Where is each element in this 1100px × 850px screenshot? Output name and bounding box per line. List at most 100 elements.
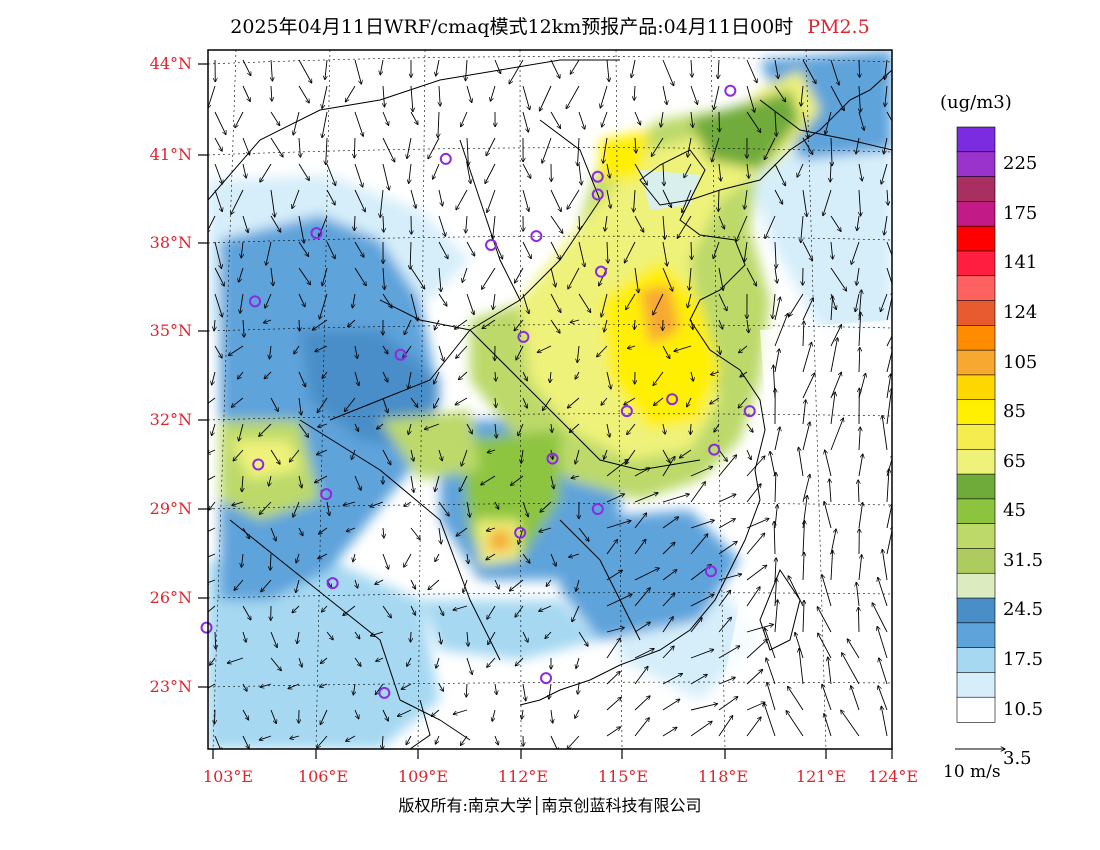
colorbar-swatch	[956, 275, 996, 302]
colorbar-swatch	[956, 300, 996, 326]
wind-arrow	[298, 371, 306, 387]
wind-arrow	[802, 111, 808, 139]
wind-arrow	[764, 137, 776, 160]
wind-arrow	[872, 603, 888, 633]
wind-arrow	[322, 111, 328, 138]
wind-arrow	[550, 293, 561, 313]
lon-label: 106°E	[297, 767, 349, 786]
wind-arrow	[550, 241, 560, 260]
station-marker	[743, 405, 756, 418]
wind-arrow	[606, 697, 621, 711]
wind-arrow	[242, 709, 249, 720]
station-marker	[724, 84, 737, 97]
wind-arrow	[269, 345, 271, 359]
wind-arrow	[298, 241, 309, 257]
station-marker	[704, 565, 717, 578]
wind-arrow	[354, 189, 365, 212]
station-markers	[200, 84, 756, 699]
wind-arrow	[485, 163, 496, 184]
wind-arrow	[634, 718, 649, 737]
wind-arrow	[424, 423, 440, 429]
wind-arrow	[410, 293, 418, 321]
wind-arrow	[434, 319, 440, 330]
wind-arrow	[461, 449, 468, 466]
colorbar-swatch	[956, 151, 996, 178]
wind-arrow	[718, 519, 735, 529]
wind-arrow	[354, 111, 363, 136]
wind-arrow	[228, 345, 244, 356]
wind-arrow	[624, 397, 636, 405]
wind-arrow	[456, 527, 468, 536]
wind-arrow	[214, 293, 222, 317]
wind-arrow	[830, 59, 839, 85]
wind-arrow	[290, 736, 300, 739]
wind-arrow	[886, 389, 892, 425]
wind-arrow	[691, 371, 693, 381]
wind-arrow	[326, 137, 327, 165]
wind-arrow	[885, 85, 887, 107]
wind-arrow	[320, 709, 328, 725]
wind-arrow	[463, 579, 468, 593]
wind-arrow	[382, 709, 388, 721]
colorbar-label: 175	[1003, 202, 1038, 224]
wind-arrow	[882, 415, 888, 451]
wind-arrow	[406, 735, 412, 745]
wind-arrow	[653, 371, 664, 386]
station-marker	[620, 405, 633, 418]
wind-arrow	[265, 293, 272, 308]
wind-arrow	[345, 85, 356, 102]
wind-arrow	[271, 267, 273, 286]
wind-arrow	[522, 189, 529, 211]
wind-arrow	[881, 163, 888, 184]
wind-arrow	[744, 189, 748, 209]
wind-arrow	[383, 267, 385, 290]
wind-arrow	[208, 397, 216, 404]
wind-arrow	[603, 137, 608, 163]
wind-arrow	[822, 684, 832, 711]
wind-arrow	[292, 189, 300, 209]
wind-arrow	[375, 683, 384, 695]
lon-label: 121°E	[795, 767, 847, 786]
wind-arrow	[466, 683, 467, 697]
wind-arrow	[298, 527, 303, 536]
wind-arrow	[747, 163, 749, 178]
wind-arrow	[540, 501, 552, 512]
wind-arrow	[522, 293, 529, 314]
wind-arrow	[383, 527, 384, 538]
wind-arrow	[825, 450, 832, 477]
wind-arrow	[466, 293, 474, 315]
wind-arrow	[566, 85, 580, 109]
wind-arrow	[208, 85, 216, 108]
wind-arrow	[662, 646, 674, 659]
colorbar-swatch	[956, 349, 996, 376]
wind-arrow	[354, 215, 355, 231]
wind-arrow	[352, 293, 356, 308]
map-frame	[207, 49, 893, 750]
wind-arrow	[242, 631, 246, 642]
wind-arrow	[802, 59, 816, 84]
wind-arrow	[830, 85, 844, 111]
wind-arrow	[718, 455, 737, 477]
wind-arrow	[455, 397, 468, 405]
wind-arrow	[466, 501, 470, 517]
wind-arrow	[830, 267, 847, 291]
wind-arrow	[322, 371, 328, 378]
colorbar-label: 65	[1003, 450, 1026, 472]
wind-arrow	[886, 526, 892, 555]
wind-arrow	[537, 345, 552, 353]
wind-arrow	[718, 59, 719, 79]
wind-arrow	[375, 579, 384, 584]
wind-arrow	[631, 59, 636, 78]
wind-arrow	[764, 703, 776, 737]
colorbar-swatch	[956, 176, 996, 202]
wind-arrow	[298, 423, 309, 437]
wind-arrow	[510, 579, 524, 591]
wind-arrow	[718, 541, 737, 555]
wind-arrow	[601, 397, 608, 405]
wind-arrow	[264, 320, 272, 323]
wind-arrow	[428, 137, 440, 159]
wind-arrow	[885, 59, 888, 80]
colorbar-swatch	[956, 548, 996, 574]
wind-arrow	[410, 605, 416, 615]
colorbar-swatch	[956, 325, 996, 351]
